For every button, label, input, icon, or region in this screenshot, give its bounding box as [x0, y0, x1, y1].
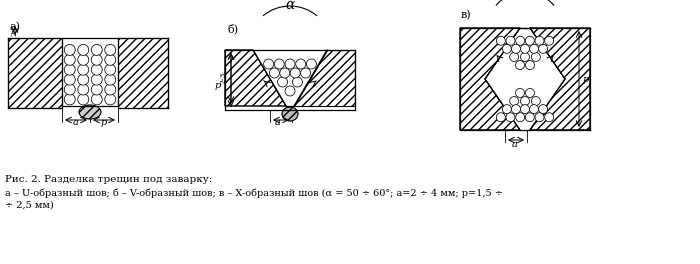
Circle shape — [530, 44, 538, 53]
Circle shape — [538, 44, 547, 53]
Circle shape — [285, 59, 295, 69]
Circle shape — [91, 54, 102, 65]
Circle shape — [78, 54, 89, 65]
Circle shape — [105, 84, 116, 95]
Text: ÷ 2,5 мм): ÷ 2,5 мм) — [5, 201, 54, 210]
Circle shape — [270, 68, 279, 78]
Circle shape — [521, 44, 529, 53]
Circle shape — [293, 77, 302, 87]
Circle shape — [516, 113, 525, 122]
Polygon shape — [8, 38, 62, 108]
Circle shape — [545, 36, 554, 45]
Text: α: α — [286, 0, 295, 12]
Circle shape — [545, 113, 554, 122]
Text: а – U-образный шов; б – V-образный шов; в – X-образный шов (α = 50 ÷ 60°; a=2 ÷ : а – U-образный шов; б – V-образный шов; … — [5, 189, 503, 199]
Circle shape — [530, 105, 538, 114]
Circle shape — [515, 88, 524, 97]
Text: Рис. 2. Разделка трещин под заварку:: Рис. 2. Разделка трещин под заварку: — [5, 175, 212, 184]
Text: 2-3: 2-3 — [219, 72, 227, 84]
Circle shape — [307, 59, 316, 69]
Circle shape — [512, 105, 520, 114]
Polygon shape — [225, 50, 286, 106]
Circle shape — [535, 113, 544, 122]
Circle shape — [78, 64, 89, 75]
Circle shape — [64, 94, 76, 105]
Circle shape — [515, 60, 524, 69]
Text: p: p — [215, 81, 221, 89]
Circle shape — [64, 84, 76, 95]
Circle shape — [295, 59, 306, 69]
Text: в): в) — [461, 10, 472, 20]
Circle shape — [278, 77, 288, 87]
Circle shape — [521, 53, 529, 62]
Text: p: p — [583, 74, 589, 83]
Circle shape — [525, 113, 534, 122]
Circle shape — [78, 44, 89, 55]
Circle shape — [91, 94, 102, 105]
Circle shape — [280, 68, 290, 78]
Circle shape — [64, 74, 76, 85]
Circle shape — [521, 97, 529, 106]
Circle shape — [78, 74, 89, 85]
Circle shape — [526, 88, 535, 97]
Circle shape — [264, 59, 274, 69]
Ellipse shape — [282, 107, 298, 121]
Circle shape — [64, 44, 76, 55]
Circle shape — [274, 59, 284, 69]
Circle shape — [290, 68, 300, 78]
Text: a: a — [275, 118, 281, 127]
Circle shape — [526, 60, 535, 69]
Circle shape — [300, 68, 311, 78]
Circle shape — [105, 64, 116, 75]
Circle shape — [521, 105, 529, 114]
Circle shape — [91, 44, 102, 55]
Text: б): б) — [227, 23, 238, 34]
Circle shape — [78, 84, 89, 95]
Circle shape — [503, 105, 512, 114]
Circle shape — [516, 36, 525, 45]
Circle shape — [525, 36, 534, 45]
Polygon shape — [460, 28, 520, 130]
Circle shape — [91, 64, 102, 75]
Circle shape — [538, 105, 547, 114]
Circle shape — [535, 36, 544, 45]
Text: а): а) — [9, 22, 20, 32]
Circle shape — [78, 94, 89, 105]
Circle shape — [105, 74, 116, 85]
Circle shape — [496, 36, 505, 45]
Polygon shape — [530, 28, 590, 130]
Circle shape — [506, 36, 515, 45]
Circle shape — [510, 53, 519, 62]
Circle shape — [531, 97, 540, 106]
Polygon shape — [294, 50, 355, 106]
Circle shape — [512, 44, 520, 53]
Text: a: a — [73, 118, 79, 127]
Circle shape — [91, 84, 102, 95]
Circle shape — [105, 94, 116, 105]
Circle shape — [496, 113, 505, 122]
Circle shape — [503, 44, 512, 53]
Circle shape — [510, 97, 519, 106]
Text: 2-3: 2-3 — [10, 24, 18, 36]
Ellipse shape — [79, 105, 101, 119]
Circle shape — [64, 64, 76, 75]
Text: p: p — [101, 118, 107, 127]
Polygon shape — [118, 38, 168, 108]
Circle shape — [64, 54, 76, 65]
Circle shape — [285, 86, 295, 96]
Circle shape — [105, 54, 116, 65]
Text: a: a — [512, 140, 518, 149]
Circle shape — [91, 74, 102, 85]
Circle shape — [506, 113, 515, 122]
Circle shape — [531, 53, 540, 62]
Circle shape — [105, 44, 116, 55]
